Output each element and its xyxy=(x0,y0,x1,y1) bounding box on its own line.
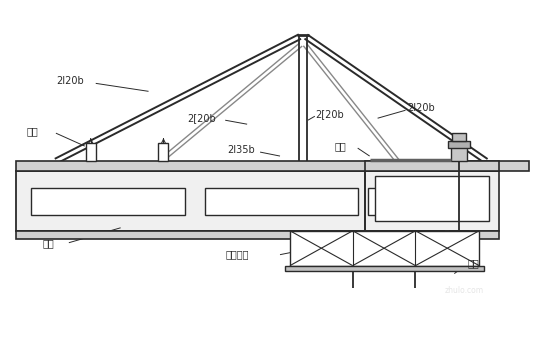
Bar xyxy=(16,161,529,171)
Text: 架体: 架体 xyxy=(43,238,55,248)
Bar xyxy=(290,231,479,266)
Bar xyxy=(449,141,470,148)
Text: 2[20b: 2[20b xyxy=(188,113,216,123)
Bar xyxy=(452,133,466,141)
Text: 2[20b: 2[20b xyxy=(315,109,344,119)
Text: 2I20b: 2I20b xyxy=(56,76,83,86)
Bar xyxy=(285,266,484,271)
Bar xyxy=(368,188,440,215)
Text: zhulo.com: zhulo.com xyxy=(445,286,484,295)
Bar xyxy=(451,146,467,161)
Bar xyxy=(16,231,444,239)
Text: 2I35b: 2I35b xyxy=(227,145,255,155)
Bar xyxy=(375,176,489,221)
Text: 吊杆: 吊杆 xyxy=(467,258,479,268)
Bar xyxy=(16,171,444,231)
Bar xyxy=(365,231,499,239)
Bar xyxy=(86,143,96,161)
Text: 2I20b: 2I20b xyxy=(408,103,435,113)
Text: 绳杆: 绳杆 xyxy=(26,126,38,136)
Text: 底模桥片: 底模桥片 xyxy=(225,249,249,259)
Bar xyxy=(365,171,499,231)
Bar xyxy=(31,188,185,215)
Bar xyxy=(365,161,499,171)
Bar xyxy=(206,188,358,215)
Bar xyxy=(158,143,169,161)
Text: 走板: 走板 xyxy=(335,141,347,151)
